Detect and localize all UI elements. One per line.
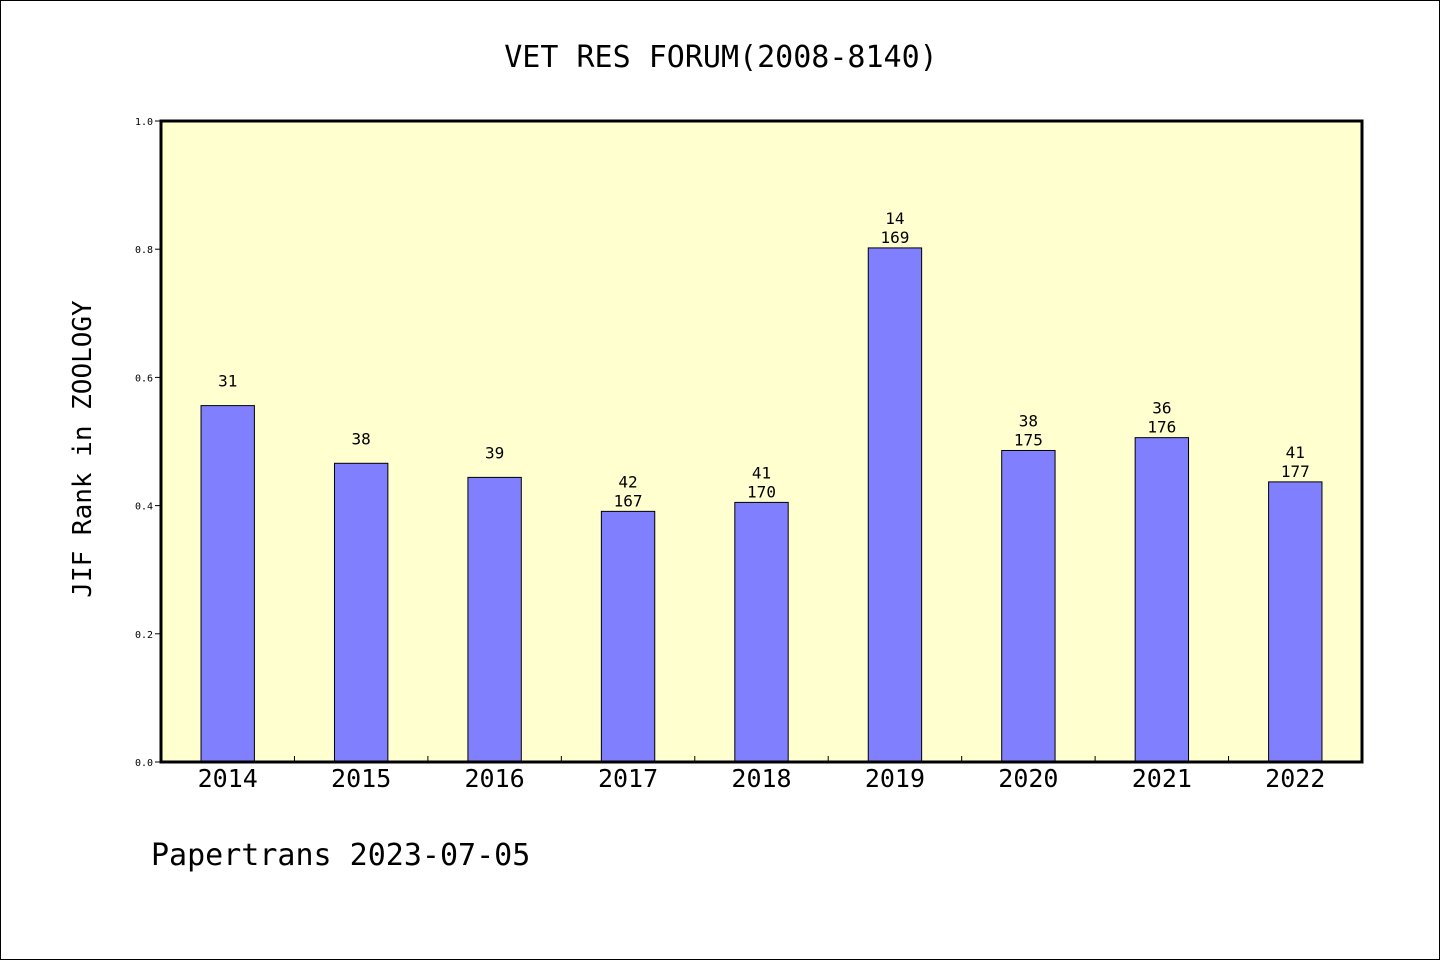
plot-border xyxy=(159,119,1364,764)
bar xyxy=(467,476,522,763)
y-tick-label: 0.4 xyxy=(135,502,153,513)
bar xyxy=(1134,437,1190,763)
bar-label-rank: 41 xyxy=(1286,443,1305,462)
bar-label-total: 169 xyxy=(880,228,909,247)
bar xyxy=(1268,481,1323,763)
bar-label-rank: 42 xyxy=(618,472,637,491)
bar-label-rank: 38 xyxy=(1019,411,1038,430)
x-tick-label: 2020 xyxy=(998,764,1058,793)
y-tick-label: 0.0 xyxy=(135,758,153,769)
bar xyxy=(1001,449,1056,763)
y-axis-label: JIF Rank in ZOOLOGY xyxy=(68,300,98,598)
bar-label-total: 175 xyxy=(1014,430,1043,449)
bar-label-rank: 14 xyxy=(885,209,904,228)
x-tick-label: 2014 xyxy=(198,764,258,793)
y-tick-label: 0.2 xyxy=(135,630,153,641)
bar xyxy=(734,501,789,763)
x-tick-label: 2018 xyxy=(731,764,791,793)
x-tick-label: 2022 xyxy=(1265,764,1325,793)
bar-label-total: 176 xyxy=(1147,418,1176,437)
bar xyxy=(600,510,656,763)
bar-label-rank: 39 xyxy=(485,443,504,462)
bar xyxy=(200,405,255,763)
bar-label-rank: 36 xyxy=(1152,399,1171,418)
bar-label-rank: 31 xyxy=(218,372,237,391)
bar xyxy=(867,247,923,763)
y-tick-label: 0.6 xyxy=(135,373,153,384)
bar xyxy=(333,462,389,763)
x-axis: 2014 2015 2016 2017 2018 2019 2020 2021 2022 xyxy=(198,756,1325,793)
bar-label-rank: 41 xyxy=(752,463,771,482)
y-axis: 0.0 0.2 0.4 0.6 0.8 1.0 xyxy=(135,117,161,769)
footer-text: Papertrans 2023-07-05 xyxy=(151,838,530,873)
x-tick-label: 2016 xyxy=(465,764,525,793)
x-tick-label: 2017 xyxy=(598,764,658,793)
x-tick-label: 2021 xyxy=(1132,764,1192,793)
bar-label-total: 167 xyxy=(614,491,643,510)
y-tick-label: 1.0 xyxy=(135,117,153,128)
bar-label-rank: 38 xyxy=(352,429,371,448)
bar-label-total: 170 xyxy=(747,482,776,501)
x-tick-label: 2019 xyxy=(865,764,925,793)
x-tick-label: 2015 xyxy=(331,764,391,793)
bar-label-total: 177 xyxy=(1281,462,1310,481)
y-tick-label: 0.8 xyxy=(135,245,153,256)
chart-title: VET RES FORUM(2008-8140) xyxy=(504,40,937,75)
